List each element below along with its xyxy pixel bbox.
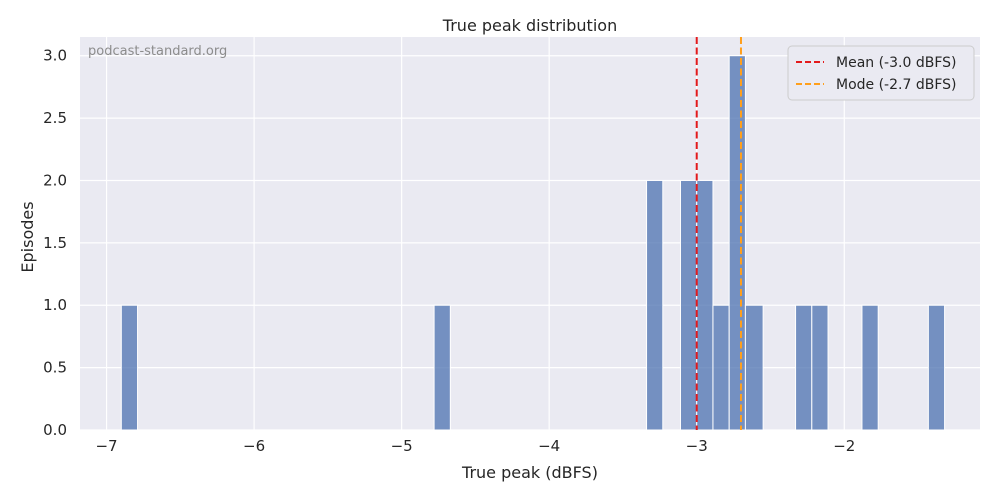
- legend-label-mode: Mode (-2.7 dBFS): [836, 77, 956, 93]
- histogram-bar: [861, 304, 879, 431]
- histogram-bar: [433, 304, 451, 431]
- legend-label-mean: Mean (-3.0 dBFS): [836, 55, 956, 71]
- histogram-bar: [927, 304, 946, 431]
- y-tick-label: 1.0: [43, 296, 67, 314]
- x-tick-label: −5: [391, 437, 413, 455]
- histogram-bar: [811, 304, 829, 431]
- watermark-text: podcast-standard.org: [88, 44, 227, 59]
- histogram-bar: [728, 55, 746, 431]
- y-tick-label: 0.5: [43, 359, 67, 377]
- x-tick-label: −2: [833, 437, 855, 455]
- histogram-bar: [646, 179, 664, 431]
- legend-box: [787, 45, 975, 101]
- chart-title: True peak distribution: [442, 16, 617, 35]
- y-tick-label: 0.0: [43, 421, 67, 439]
- histogram-bar: [795, 304, 813, 431]
- plot-background: [80, 37, 980, 430]
- legend: Mean (-3.0 dBFS) Mode (-2.7 dBFS): [787, 45, 975, 101]
- x-tick-labels: −7 −6 −5 −4 −3 −2: [95, 437, 855, 455]
- y-tick-label: 2.0: [43, 171, 67, 189]
- x-tick-label: −7: [95, 437, 117, 455]
- reference-lines: [695, 37, 742, 430]
- grid-lines: [80, 37, 980, 431]
- histogram-bar: [679, 179, 698, 431]
- histogram-bar: [120, 304, 139, 431]
- y-tick-labels: 0.0 0.5 1.0 1.5 2.0 2.5 3.0: [43, 47, 67, 439]
- histogram-bars: [120, 55, 946, 431]
- histogram-bar: [696, 179, 714, 431]
- x-axis-title: True peak (dBFS): [461, 463, 598, 482]
- y-tick-label: 1.5: [43, 234, 67, 252]
- histogram-bar: [744, 304, 764, 431]
- y-axis-title: Episodes: [18, 201, 37, 272]
- x-tick-label: −6: [243, 437, 265, 455]
- y-tick-label: 2.5: [43, 109, 67, 127]
- histogram-bar: [712, 304, 730, 431]
- x-tick-label: −3: [686, 437, 708, 455]
- x-tick-label: −4: [538, 437, 560, 455]
- y-tick-label: 3.0: [43, 47, 67, 65]
